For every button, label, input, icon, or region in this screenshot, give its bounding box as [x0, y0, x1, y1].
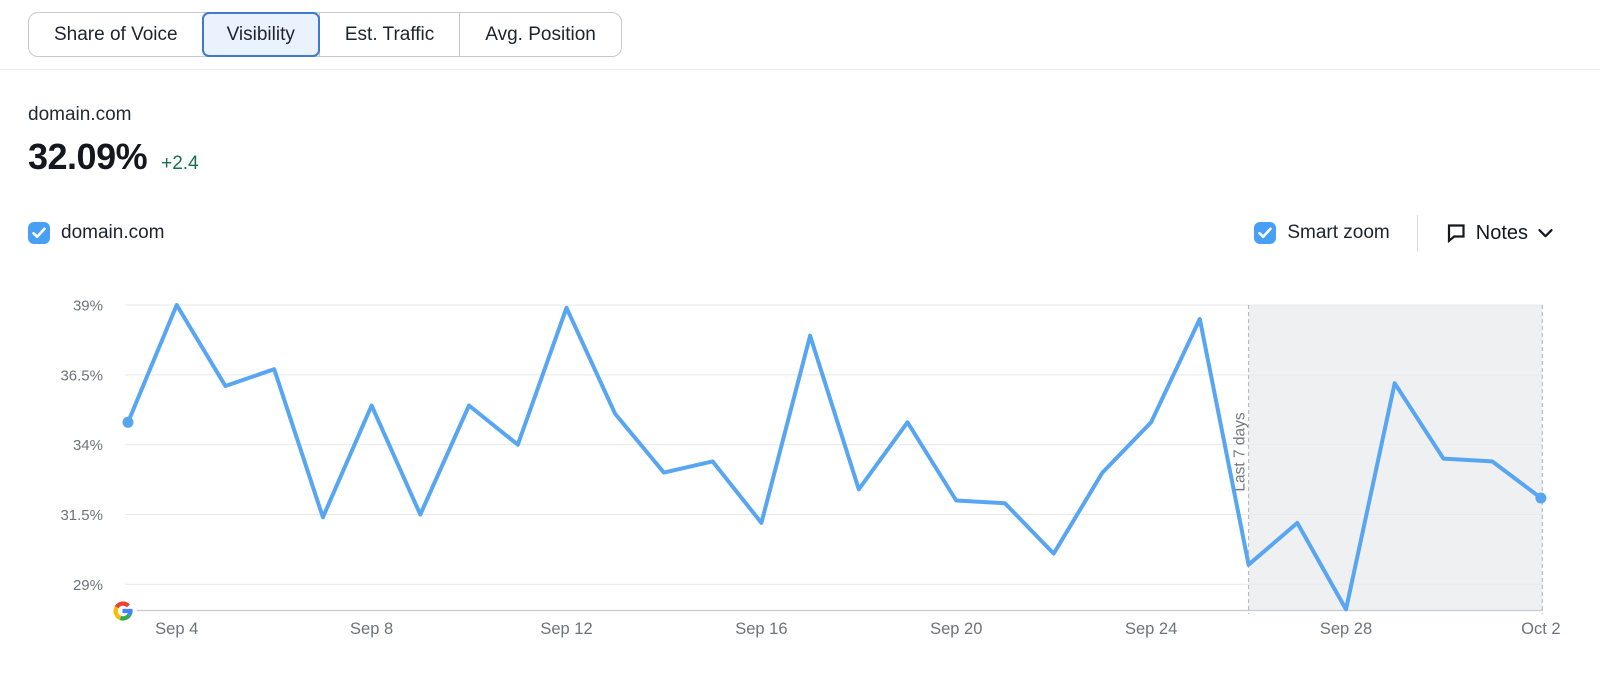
chart-controls: Smart zoom Notes [1254, 215, 1553, 251]
x-tick-label: Sep 16 [735, 620, 787, 638]
check-icon [32, 227, 46, 239]
series-legend: domain.com [28, 222, 165, 244]
last-7-days-region [1248, 305, 1543, 611]
y-tick-label: 34% [73, 437, 103, 454]
data-point-marker[interactable] [1535, 492, 1547, 504]
y-tick-label: 29% [73, 577, 103, 594]
x-tick-label: Sep 20 [930, 620, 982, 638]
x-tick-label: Sep 12 [540, 620, 592, 638]
y-tick-label: 31.5% [60, 507, 103, 524]
x-tick-label: Sep 4 [155, 620, 198, 638]
x-tick-label: Oct 2 [1521, 620, 1560, 638]
notes-bubble-icon [1447, 224, 1465, 244]
tab-est-traffic[interactable]: Est. Traffic [318, 13, 459, 56]
metric-row: 32.09% +2.4 [28, 136, 199, 178]
header-divider [0, 69, 1600, 70]
metric-tabs: Share of Voice Visibility Est. Traffic A… [28, 12, 622, 57]
controls-divider [1416, 215, 1418, 251]
x-tick-label: Sep 28 [1320, 620, 1372, 638]
domain-checkbox-label[interactable]: domain.com [61, 222, 165, 243]
tab-visibility[interactable]: Visibility [201, 12, 320, 57]
metric-domain-title: domain.com [28, 104, 132, 125]
notes-button[interactable]: Notes [1445, 222, 1553, 245]
y-tick-label: 36.5% [60, 367, 103, 384]
check-icon [1258, 227, 1273, 239]
chevron-down-icon [1538, 228, 1553, 237]
visibility-chart[interactable]: 39% 36.5% 34% 31.5% 29% Last 7 days Sep 4 Sep 8… [0, 270, 1600, 670]
notes-label: Notes [1475, 221, 1528, 244]
metric-delta: +2.4 [161, 153, 199, 174]
visibility-line-series[interactable] [126, 303, 1543, 612]
x-tick-label: Sep 8 [350, 620, 393, 638]
last-7-days-label: Last 7 days [1232, 412, 1249, 492]
tab-avg-position[interactable]: Avg. Position [459, 13, 621, 56]
y-tick-label: 39% [73, 298, 103, 315]
google-g-icon [113, 601, 133, 621]
legend-row: domain.com Smart zoom Notes [28, 215, 1553, 251]
smart-zoom-label[interactable]: Smart zoom [1287, 222, 1390, 243]
tab-share-of-voice[interactable]: Share of Voice [29, 13, 203, 56]
smart-zoom-checkbox[interactable] [1254, 222, 1277, 244]
x-tick-label: Sep 24 [1125, 620, 1177, 638]
metric-value: 32.09% [28, 136, 148, 177]
domain-checkbox[interactable] [28, 222, 50, 244]
data-point-marker[interactable] [122, 416, 134, 428]
visibility-chart-svg[interactable]: 39% 36.5% 34% 31.5% 29% Last 7 days Sep 4 Sep 8… [0, 270, 1600, 670]
